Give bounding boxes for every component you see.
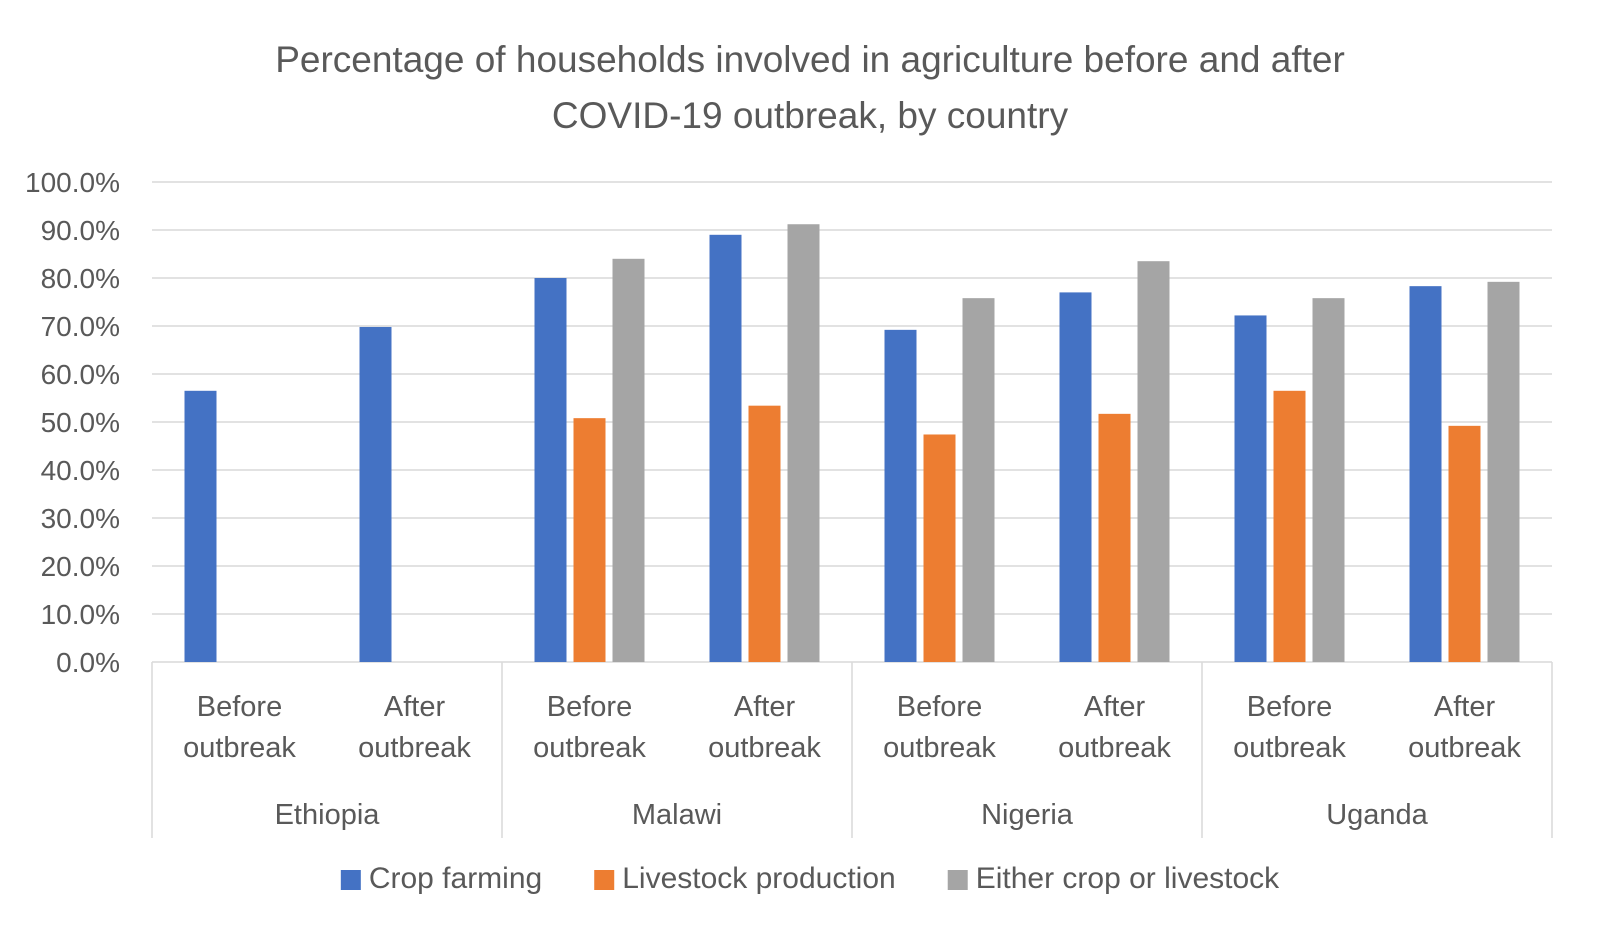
x-tick-label: After bbox=[384, 691, 446, 723]
legend-swatch bbox=[594, 870, 615, 890]
y-tick-label: 20.0% bbox=[41, 551, 120, 582]
y-tick-label: 90.0% bbox=[41, 215, 120, 246]
y-tick-label: 10.0% bbox=[41, 599, 120, 630]
legend-swatch bbox=[340, 870, 361, 890]
bar bbox=[612, 258, 645, 662]
x-group-label: Nigeria bbox=[981, 799, 1074, 831]
bar bbox=[1409, 286, 1442, 662]
x-group-label: Uganda bbox=[1326, 799, 1428, 831]
chart-title-line2: COVID-19 outbreak, by country bbox=[552, 95, 1069, 136]
x-tick-label: outbreak bbox=[183, 732, 296, 764]
x-axis: Before outbreak After outbreak Before outbrea… bbox=[151, 662, 1553, 838]
x-tick-label: Before bbox=[1247, 691, 1332, 723]
x-tick-label: After bbox=[1434, 691, 1496, 723]
bar bbox=[1487, 281, 1520, 662]
legend-label: Crop farming bbox=[369, 862, 542, 895]
bar bbox=[1312, 298, 1345, 662]
legend-label: Either crop or livestock bbox=[976, 862, 1280, 895]
chart-title-line1: Percentage of households involved in agr… bbox=[275, 39, 1345, 80]
bar bbox=[884, 329, 917, 662]
x-tick-label: outbreak bbox=[358, 732, 471, 764]
y-tick-label: 30.0% bbox=[41, 503, 120, 534]
bar bbox=[1059, 292, 1092, 662]
x-tick-label: Before bbox=[897, 691, 982, 723]
legend: Crop farming Livestock production Either c… bbox=[340, 862, 1280, 895]
x-tick-label: Before bbox=[547, 691, 632, 723]
x-tick-label: outbreak bbox=[1058, 732, 1171, 764]
x-tick-label: After bbox=[1084, 691, 1146, 723]
x-group-label: Ethiopia bbox=[275, 799, 381, 831]
bar bbox=[1448, 425, 1481, 662]
bars bbox=[184, 224, 1520, 663]
x-tick-label: outbreak bbox=[708, 732, 821, 764]
y-tick-label: 40.0% bbox=[41, 455, 120, 486]
legend-swatch bbox=[947, 870, 968, 890]
bar bbox=[1098, 413, 1131, 662]
x-tick-label: After bbox=[734, 691, 796, 723]
x-tick-label: outbreak bbox=[1233, 732, 1346, 764]
x-tick-label: Before bbox=[197, 691, 282, 723]
y-tick-label: 100.0% bbox=[25, 167, 120, 198]
bar bbox=[923, 434, 956, 662]
bar bbox=[787, 224, 820, 663]
bar bbox=[1234, 315, 1267, 662]
bar bbox=[534, 278, 567, 662]
y-tick-label: 0.0% bbox=[56, 647, 120, 678]
x-group-label: Malawi bbox=[632, 799, 722, 831]
bar bbox=[184, 390, 217, 662]
bar bbox=[359, 326, 392, 662]
y-tick-label: 60.0% bbox=[41, 359, 120, 390]
bar bbox=[1137, 261, 1170, 662]
bar bbox=[748, 405, 781, 662]
legend-label: Livestock production bbox=[622, 862, 896, 895]
y-tick-label: 80.0% bbox=[41, 263, 120, 294]
bar bbox=[962, 298, 995, 662]
bar bbox=[1273, 390, 1306, 662]
x-tick-label: outbreak bbox=[1408, 732, 1521, 764]
x-tick-label: outbreak bbox=[883, 732, 996, 764]
y-axis-ticks: 0.0% 10.0% 20.0% 30.0% 40.0% 50.0% 60.0% 70.0% 8… bbox=[25, 167, 120, 678]
bar bbox=[573, 418, 606, 662]
y-tick-label: 50.0% bbox=[41, 407, 120, 438]
x-tick-label: outbreak bbox=[533, 732, 646, 764]
bar bbox=[709, 234, 742, 663]
y-tick-label: 70.0% bbox=[41, 311, 120, 342]
